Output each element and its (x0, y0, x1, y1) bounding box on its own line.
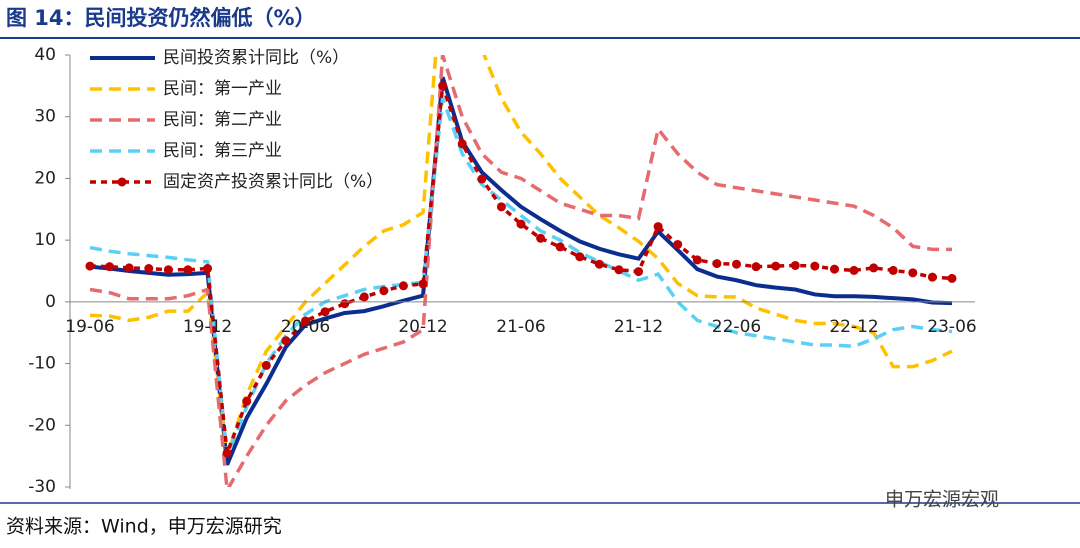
series-marker (398, 281, 408, 291)
watermark: 申万宏源宏观 (885, 489, 999, 511)
series-marker (418, 279, 428, 289)
y-tick-label: -30 (28, 477, 56, 497)
x-tick-label: 20-12 (398, 317, 447, 337)
plot-area (85, 55, 957, 487)
series-marker (203, 264, 213, 274)
legend-marker (117, 177, 127, 187)
series-marker (555, 242, 565, 252)
series-marker (751, 262, 761, 272)
series-marker (222, 448, 232, 458)
x-tick-label: 22-12 (829, 317, 878, 337)
series-marker (496, 202, 506, 212)
series-line (89, 97, 953, 457)
series-marker (594, 259, 604, 269)
series-marker (183, 265, 193, 275)
series-marker (340, 299, 350, 309)
series-marker (144, 264, 154, 274)
chart-title: 图 14：民间投资仍然偏低（%） (6, 6, 316, 30)
series-marker (810, 261, 820, 271)
series-marker (457, 139, 467, 149)
legend-label: 固定资产投资累计同比（%） (163, 172, 383, 192)
x-tick-label: 22-06 (712, 317, 761, 337)
series-marker (790, 260, 800, 270)
series-marker (359, 292, 369, 302)
x-tick-label: 23-06 (927, 317, 976, 337)
series-marker (575, 252, 585, 262)
series-marker (947, 273, 957, 283)
legend-label: 民间：第一产业 (163, 79, 282, 99)
series-marker (163, 265, 173, 275)
series-marker (124, 263, 134, 273)
series-marker (536, 233, 546, 243)
series-marker (634, 267, 644, 277)
series-marker (477, 174, 487, 184)
series-marker (829, 264, 839, 274)
y-tick-label: 40 (34, 45, 56, 65)
series-marker (692, 255, 702, 265)
series-marker (888, 265, 898, 275)
legend-label: 民间投资累计同比（%） (163, 48, 349, 68)
series-marker (849, 265, 859, 275)
x-tick-label: 21-12 (614, 317, 663, 337)
series-marker (379, 286, 389, 296)
legend-label: 民间：第二产业 (163, 110, 282, 130)
series-marker (438, 81, 448, 91)
series-marker (869, 263, 879, 273)
legend-label: 民间：第三产业 (163, 141, 282, 161)
series-marker (85, 261, 95, 271)
series-line (89, 55, 952, 487)
x-tick-label: 19-06 (65, 317, 114, 337)
series-marker (516, 219, 526, 229)
x-tick-label: 19-12 (183, 317, 232, 337)
x-tick-label: 21-06 (496, 317, 545, 337)
series-line (89, 85, 953, 454)
series-marker (261, 360, 271, 370)
series-marker (927, 272, 937, 282)
series-marker (712, 259, 722, 269)
series-marker (281, 336, 291, 346)
series-marker (732, 259, 741, 269)
source: 资料来源：Wind，申万宏源研究 (6, 516, 282, 538)
y-tick-label: -10 (28, 354, 56, 374)
y-tick-label: 0 (45, 292, 56, 312)
y-tick-label: 20 (34, 168, 56, 188)
series-line (89, 76, 953, 466)
series-marker (653, 222, 663, 232)
x-tick-label: 20-06 (281, 317, 330, 337)
series-marker (242, 396, 252, 406)
series-marker (908, 268, 918, 278)
series-marker (614, 265, 624, 275)
series-marker (301, 316, 310, 326)
series-marker (673, 239, 683, 249)
series-marker (771, 261, 781, 271)
y-tick-label: -20 (28, 415, 56, 435)
y-tick-label: 10 (34, 230, 56, 250)
series-marker (320, 307, 330, 317)
y-tick-label: 30 (34, 107, 56, 127)
series-marker (105, 262, 115, 272)
